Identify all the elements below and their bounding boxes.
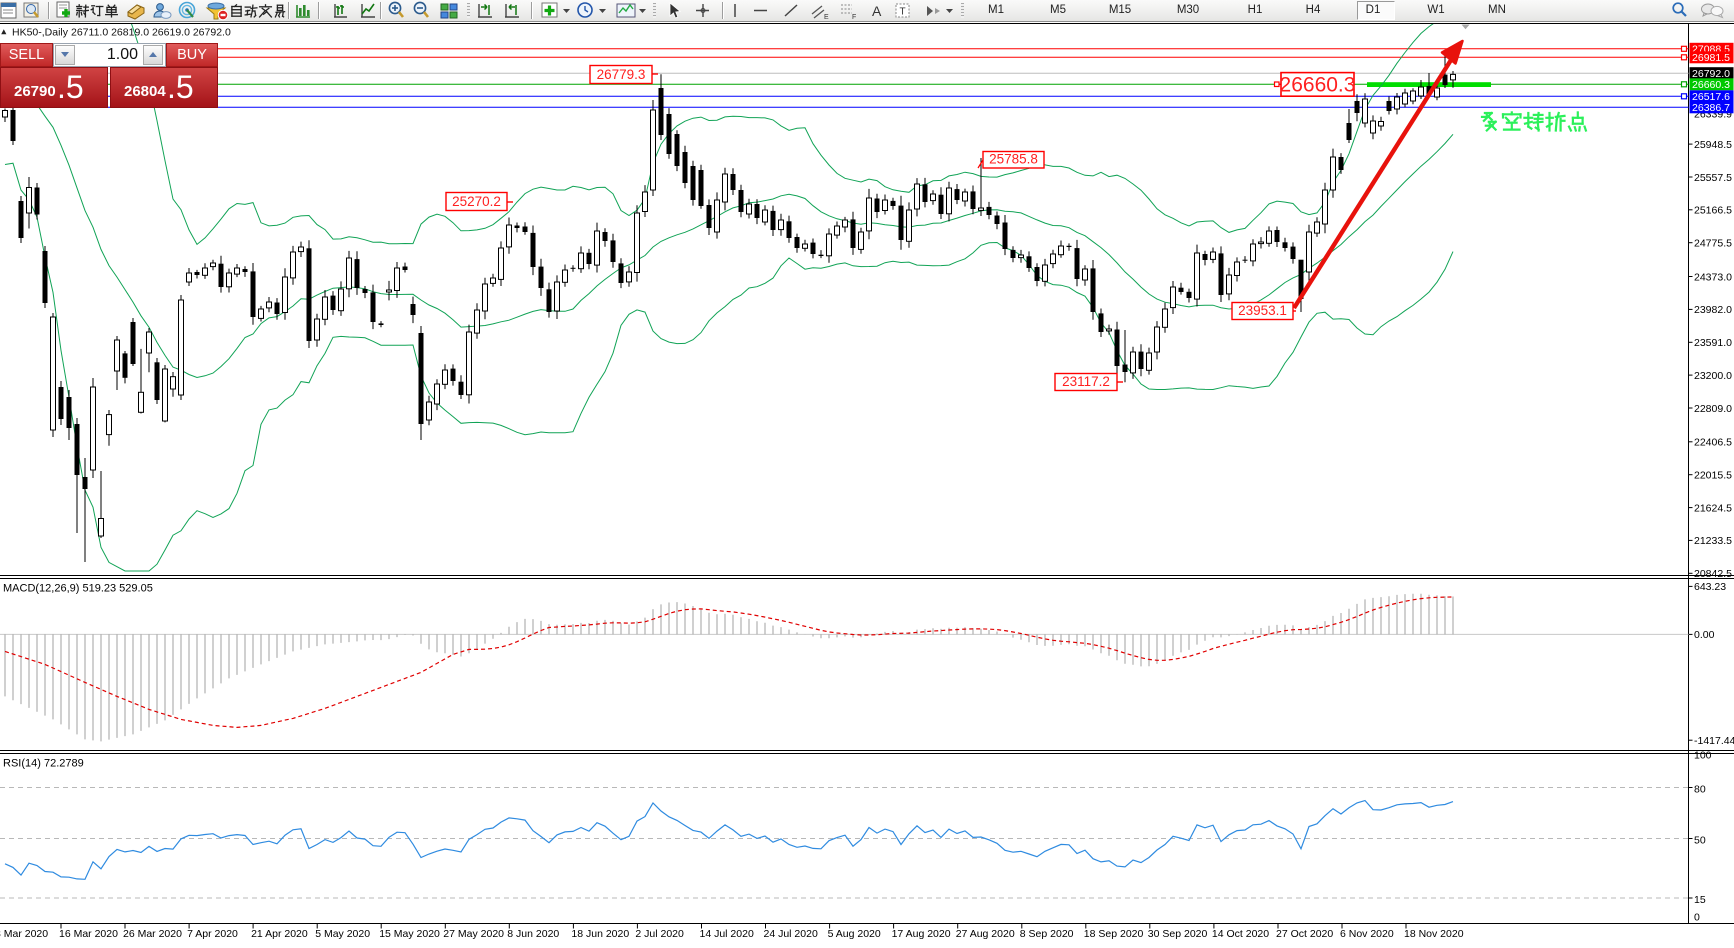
svg-text:15: 15 <box>1694 894 1706 906</box>
svg-text:16 Mar 2020: 16 Mar 2020 <box>59 928 118 940</box>
svg-text:20842.5: 20842.5 <box>1694 568 1732 580</box>
svg-text:25557.5: 25557.5 <box>1694 172 1732 184</box>
svg-text:25270.2: 25270.2 <box>452 194 501 209</box>
svg-text:26981.5: 26981.5 <box>1692 52 1730 64</box>
svg-text:26779.3: 26779.3 <box>597 67 646 82</box>
svg-text:18 Nov 2020: 18 Nov 2020 <box>1404 928 1464 940</box>
svg-text:RSI(14) 72.2789: RSI(14) 72.2789 <box>3 758 84 770</box>
svg-text:27 May 2020: 27 May 2020 <box>443 928 504 940</box>
svg-text:24 Jul 2020: 24 Jul 2020 <box>764 928 818 940</box>
svg-text:14 Oct 2020: 14 Oct 2020 <box>1212 928 1269 940</box>
svg-text:23953.1: 23953.1 <box>1238 303 1287 318</box>
svg-text:24373.0: 24373.0 <box>1694 271 1732 283</box>
svg-text:14 Jul 2020: 14 Jul 2020 <box>700 928 754 940</box>
svg-text:25166.5: 25166.5 <box>1694 205 1732 217</box>
svg-text:-1417.44: -1417.44 <box>1694 735 1734 747</box>
svg-text:23117.2: 23117.2 <box>1062 374 1110 389</box>
svg-text:0.00: 0.00 <box>1694 629 1715 641</box>
svg-text:643.23: 643.23 <box>1694 581 1726 593</box>
svg-text:26 Mar 2020: 26 Mar 2020 <box>123 928 182 940</box>
svg-text:27 Oct 2020: 27 Oct 2020 <box>1276 928 1333 940</box>
svg-text:26660.3: 26660.3 <box>1692 79 1730 91</box>
svg-text:23982.0: 23982.0 <box>1694 304 1732 316</box>
svg-text:22015.5: 22015.5 <box>1694 470 1732 482</box>
svg-text:80: 80 <box>1694 784 1706 796</box>
svg-text:8 Sep 2020: 8 Sep 2020 <box>1020 928 1074 940</box>
svg-text:27 Aug 2020: 27 Aug 2020 <box>956 928 1015 940</box>
svg-text:15 May 2020: 15 May 2020 <box>379 928 440 940</box>
svg-text:0: 0 <box>1694 912 1700 924</box>
svg-text:26711.0 26819.0 26619.0 26792.: 26711.0 26819.0 26619.0 26792.0 <box>71 26 231 38</box>
svg-text:18 Jun 2020: 18 Jun 2020 <box>571 928 629 940</box>
svg-text:6 Nov 2020: 6 Nov 2020 <box>1340 928 1394 940</box>
svg-text:18 Sep 2020: 18 Sep 2020 <box>1084 928 1144 940</box>
svg-text:100: 100 <box>1694 750 1712 762</box>
svg-text:7 Apr 2020: 7 Apr 2020 <box>187 928 238 940</box>
svg-text:HK50-,Daily: HK50-,Daily <box>12 26 69 38</box>
svg-text:5 May 2020: 5 May 2020 <box>315 928 370 940</box>
svg-text:5 Aug 2020: 5 Aug 2020 <box>828 928 881 940</box>
svg-text:17 Aug 2020: 17 Aug 2020 <box>892 928 951 940</box>
svg-text:3 Mar 2020: 3 Mar 2020 <box>0 928 48 940</box>
svg-text:26386.7: 26386.7 <box>1692 102 1730 114</box>
svg-text:21 Apr 2020: 21 Apr 2020 <box>251 928 308 940</box>
svg-text:21233.5: 21233.5 <box>1694 535 1732 547</box>
svg-text:30 Sep 2020: 30 Sep 2020 <box>1148 928 1208 940</box>
svg-text:50: 50 <box>1694 835 1706 847</box>
svg-text:25785.8: 25785.8 <box>989 152 1038 167</box>
svg-text:2 Jul 2020: 2 Jul 2020 <box>635 928 684 940</box>
svg-text:23200.0: 23200.0 <box>1694 370 1732 382</box>
svg-text:25948.5: 25948.5 <box>1694 139 1732 151</box>
svg-text:26660.3: 26660.3 <box>1280 74 1356 97</box>
svg-text:22406.5: 22406.5 <box>1694 437 1732 449</box>
svg-text:MACD(12,26,9) 519.23 529.05: MACD(12,26,9) 519.23 529.05 <box>3 583 153 595</box>
svg-text:21624.5: 21624.5 <box>1694 502 1732 514</box>
svg-text:23591.0: 23591.0 <box>1694 337 1732 349</box>
svg-text:22809.0: 22809.0 <box>1694 403 1732 415</box>
svg-text:8 Jun 2020: 8 Jun 2020 <box>507 928 559 940</box>
svg-text:24775.5: 24775.5 <box>1694 238 1732 250</box>
